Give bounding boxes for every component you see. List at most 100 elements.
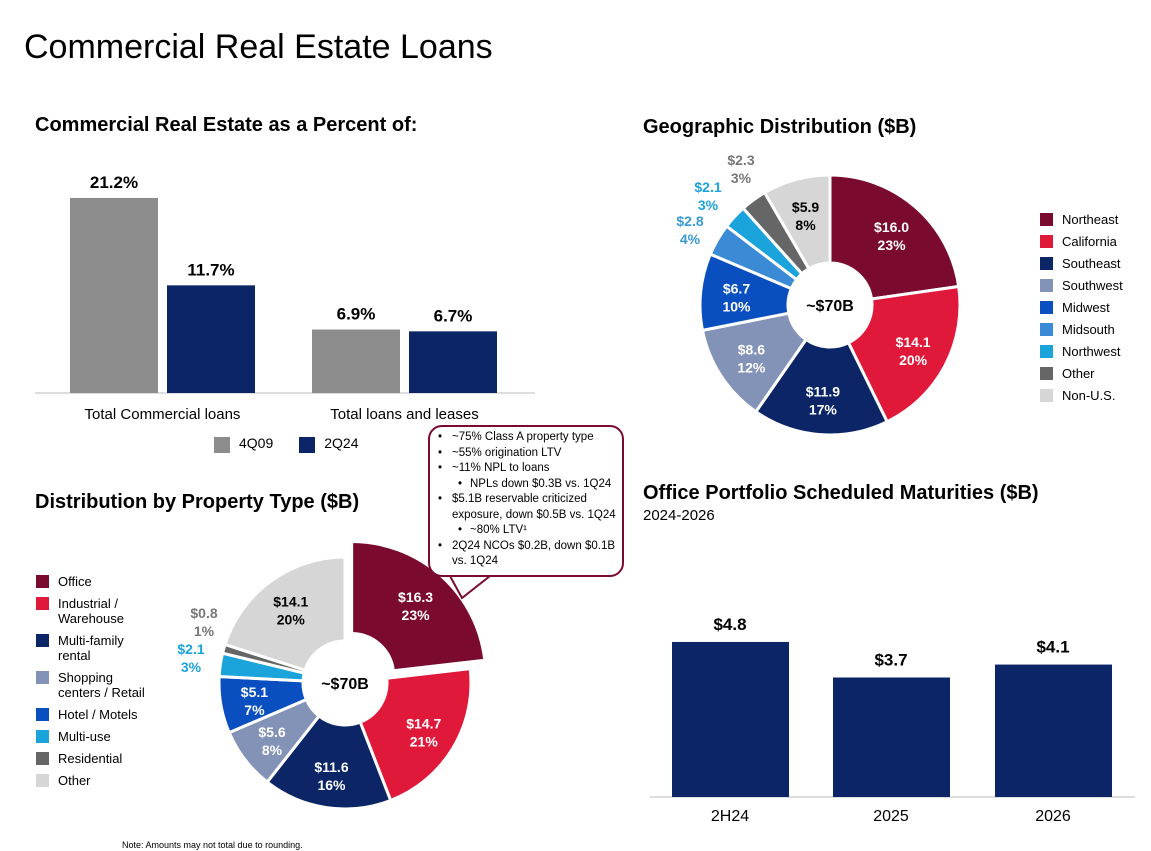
legend-label: Office (58, 574, 92, 589)
legend-swatch (36, 752, 49, 765)
legend-label: Northeast (1062, 212, 1119, 227)
property-chart-title: Distribution by Property Type ($B) (35, 491, 360, 513)
bar-value-label: 6.7% (434, 306, 473, 325)
legend-item: Midsouth (1040, 322, 1123, 337)
slice-pct-label: 20% (277, 612, 306, 628)
slice-pct-label: 23% (402, 607, 431, 623)
callout-bullet: NPLs down $0.3B vs. 1Q24 (436, 477, 616, 493)
legend-label: Hotel / Motels (58, 707, 138, 722)
legend-item: Northeast (1040, 212, 1123, 227)
slice-value-label: $11.9 (806, 384, 840, 400)
legend-item: Multi-use (36, 729, 156, 744)
legend-item: Industrial / Warehouse (36, 596, 156, 626)
legend-label: Northwest (1062, 344, 1121, 359)
slice-value-label: $2.8 (676, 213, 703, 229)
bar-value-label: $4.1 (1036, 638, 1069, 657)
office-callout: ~75% Class A property type~55% originati… (428, 425, 624, 577)
pie-slice-southeast (753, 337, 890, 437)
slice-pct-label: 1% (194, 623, 215, 639)
slice-pct-label: 3% (698, 197, 719, 213)
legend-swatch (36, 671, 49, 684)
maturity-bar (995, 664, 1112, 797)
bar-value-label: 6.9% (337, 305, 376, 324)
legend-label: Midwest (1062, 300, 1110, 315)
pie-slice-northeast (828, 173, 961, 301)
office-chart-title: Office Portfolio Scheduled Maturities ($… (643, 482, 1039, 504)
slice-value-label: $2.1 (177, 641, 204, 657)
pie-slice-industrial-warehouse (358, 667, 473, 803)
slice-pct-label: 8% (795, 217, 816, 233)
bar-2Q24 (167, 285, 255, 393)
legend-item: Shopping centers / Retail (36, 670, 156, 700)
callout-bullet: ~11% NPL to loans (436, 461, 616, 477)
slice-value-label: $5.9 (792, 199, 819, 215)
legend-label: Non-U.S. (1062, 388, 1116, 403)
legend-swatch (1040, 279, 1053, 292)
bar-value-label: $3.7 (874, 650, 907, 669)
legend-item: 4Q09 (214, 436, 273, 453)
legend-item: Southwest (1040, 278, 1123, 293)
legend-swatch (1040, 213, 1053, 226)
category-label: 2026 (1035, 808, 1071, 825)
pie-center-label: ~$70B (806, 298, 854, 315)
slice-value-label: $0.8 (190, 605, 217, 621)
legend-label: Multi-family rental (58, 633, 124, 663)
legend-swatch (36, 634, 49, 647)
maturity-bar (833, 677, 950, 797)
legend-swatch (299, 437, 316, 453)
slice-pct-label: 20% (899, 352, 928, 368)
slice-value-label: $8.6 (738, 342, 765, 358)
pie-slice-other (223, 555, 347, 673)
slice-pct-label: 10% (722, 298, 751, 314)
pie-slice-california (846, 284, 962, 424)
legend-label: Residential (58, 751, 123, 766)
slice-value-label: $14.1 (273, 594, 308, 610)
legend-label: 4Q09 (239, 435, 274, 451)
legend-label: Other (1062, 366, 1095, 381)
legend-label: Midsouth (1062, 322, 1115, 337)
legend-swatch (1040, 389, 1053, 402)
donut-hole (305, 643, 385, 723)
category-label: 2H24 (711, 808, 749, 825)
category-label: 2025 (873, 808, 909, 825)
legend-swatch (1040, 367, 1053, 380)
bar-4Q09 (70, 197, 158, 393)
slice-value-label: $5.6 (258, 724, 285, 740)
callout-bullet: ~80% LTV¹ (436, 523, 616, 539)
page-title: Commercial Real Estate Loans (24, 28, 493, 66)
legend-swatch (1040, 323, 1053, 336)
legend-label: 2Q24 (324, 435, 359, 451)
slice-value-label: $16.0 (874, 219, 909, 235)
category-label: Total Commercial loans (85, 406, 241, 423)
legend-swatch (36, 774, 49, 787)
legend-swatch (1040, 301, 1053, 314)
legend-item: Residential (36, 751, 156, 766)
pct-legend: 4Q09 2Q24 (214, 436, 385, 460)
category-label: Total loans and leases (330, 406, 478, 423)
pct-chart-title: Commercial Real Estate as a Percent of: (35, 114, 418, 136)
legend-item: Northwest (1040, 344, 1123, 359)
legend-label: Multi-use (58, 729, 111, 744)
legend-label: Southeast (1062, 256, 1121, 271)
callout-pointer (449, 575, 491, 600)
slice-pct-label: 12% (737, 360, 766, 376)
donut-hole (790, 265, 870, 345)
bar-2Q24 (409, 331, 497, 393)
slice-value-label: $14.7 (406, 716, 441, 732)
slice-value-label: $14.1 (896, 334, 931, 350)
legend-label: Other (58, 773, 91, 788)
slice-value-label: $2.1 (694, 179, 721, 195)
legend-item: Multi-family rental (36, 633, 156, 663)
geo-chart-title: Geographic Distribution ($B) (643, 116, 917, 138)
callout-bullet: 2Q24 NCOs $0.2B, down $0.1B vs. 1Q24 (436, 539, 616, 570)
bar-value-label: 11.7% (187, 260, 234, 279)
property-legend: Office Industrial / Warehouse Multi-family… (36, 574, 156, 795)
slice-pct-label: 7% (244, 702, 265, 718)
bar-4Q09 (312, 329, 400, 393)
pie-slice-multi-family-rental (265, 713, 393, 811)
slice-pct-label: 23% (878, 237, 907, 253)
legend-item: Hotel / Motels (36, 707, 156, 722)
slice-value-label: $11.6 (314, 759, 348, 775)
slice-value-label: $16.3 (398, 589, 433, 605)
